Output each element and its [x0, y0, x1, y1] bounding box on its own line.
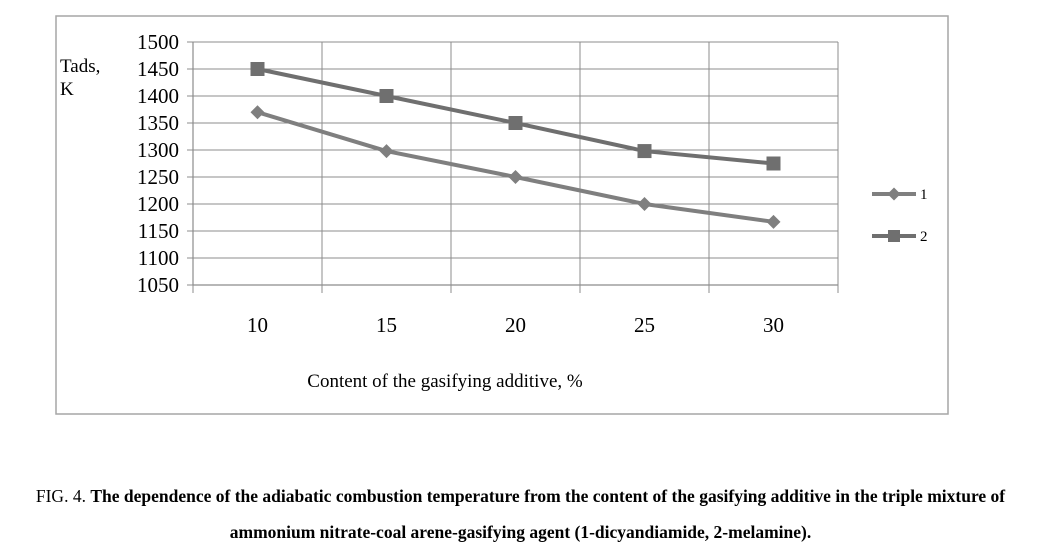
legend: 12: [872, 187, 928, 245]
y-tick-label: 1350: [137, 111, 179, 135]
data-series: [250, 62, 781, 229]
y-tick-label: 1200: [137, 192, 179, 216]
x-tick-label: 30: [763, 313, 784, 337]
series-2-point: [766, 156, 781, 171]
axes: 1050 1100 1150 1200 1250 1300 1350 1400 1450 1500…: [137, 30, 839, 337]
axis-text: Tads, K Content of the gasifying additiv…: [60, 56, 583, 392]
legend-label: 2: [920, 229, 928, 245]
series-1-point: [379, 144, 394, 159]
y-tick-label: 1100: [138, 246, 179, 270]
legend-marker: [888, 230, 900, 242]
chart-figure: 1050 1100 1150 1200 1250 1300 1350 1400 1450 1500…: [55, 15, 949, 415]
y-tick-label: 1250: [137, 165, 179, 189]
legend-item-1: 1: [872, 187, 928, 203]
y-tick-label: 1450: [137, 57, 179, 81]
series-1: [250, 105, 781, 229]
legend-label: 1: [920, 187, 928, 203]
legend-marker: [887, 187, 901, 201]
figure-caption: FIG. 4. The dependence of the adiabatic …: [0, 478, 1041, 550]
series-2-point: [379, 89, 394, 103]
x-tick-label: 20: [505, 313, 526, 337]
y-tick-label: 1400: [137, 84, 179, 108]
y-tick-label: 1300: [137, 138, 179, 162]
series-1-point: [766, 214, 781, 229]
y-axis-label-line-1: Tads,: [60, 56, 100, 77]
line-chart: 1050 1100 1150 1200 1250 1300 1350 1400 1450 1500…: [55, 15, 949, 415]
y-tick-label: 1050: [137, 273, 179, 297]
series-1-point: [637, 197, 652, 211]
chart-border: [55, 15, 949, 415]
series-1-point: [508, 170, 523, 184]
series-2-point: [508, 116, 523, 130]
y-axis-label-line-2: K: [60, 79, 74, 100]
x-axis-label: Content of the gasifying additive, %: [307, 371, 583, 392]
legend-item-2: 2: [872, 229, 928, 245]
x-tick-label: 10: [247, 313, 268, 337]
series-2: [250, 62, 781, 171]
y-tick-label: 1150: [138, 219, 179, 243]
x-tick-label: 15: [376, 313, 397, 337]
y-tick-label: 1500: [137, 30, 179, 54]
x-tick-label: 25: [634, 313, 655, 337]
series-1-point: [250, 105, 265, 120]
caption-prefix: FIG. 4.: [35, 486, 86, 506]
series-2-point: [250, 62, 265, 76]
series-2-point: [637, 144, 652, 159]
caption-text: The dependence of the adiabatic combusti…: [90, 486, 1006, 542]
